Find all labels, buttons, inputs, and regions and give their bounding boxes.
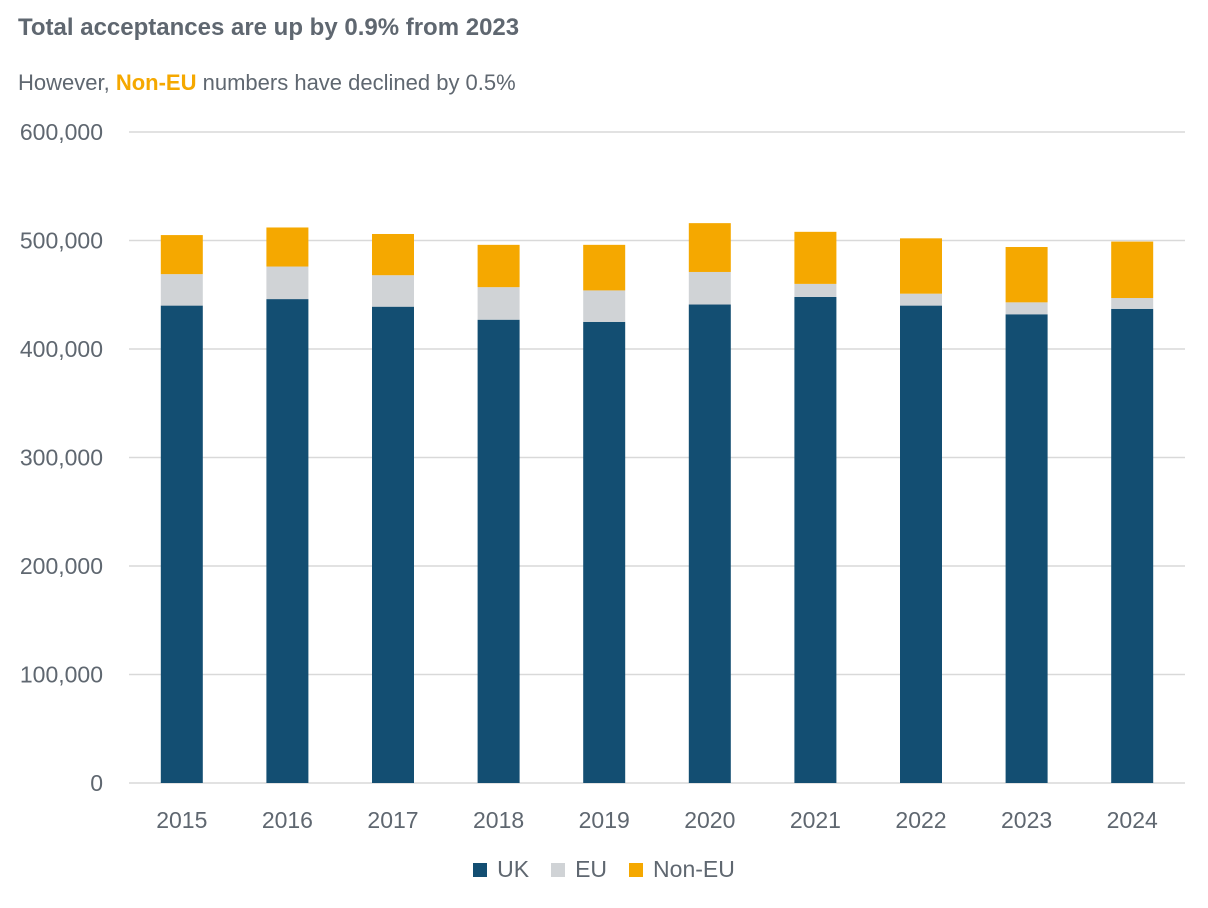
- legend-label: EU: [575, 856, 608, 882]
- x-tick-label: 2023: [1001, 807, 1052, 833]
- bar-non-eu-2016: [266, 227, 309, 267]
- legend-swatch: [473, 862, 488, 877]
- bar-uk-2015: [160, 305, 203, 783]
- legend-label: Non-EU: [653, 856, 735, 882]
- legend-item-uk: UK: [473, 856, 529, 883]
- x-tick-label: 2024: [1107, 807, 1158, 833]
- bar-non-eu-2017: [372, 233, 414, 276]
- bar-eu-2021: [794, 283, 837, 297]
- bar-eu-2023: [1005, 302, 1048, 315]
- bar-non-eu-2019: [583, 244, 626, 291]
- bar-eu-2022: [900, 293, 942, 306]
- bar-uk-2021: [794, 296, 837, 783]
- y-tick-label: 0: [90, 770, 103, 796]
- bar-eu-2020: [688, 271, 731, 305]
- subtitle-suffix: numbers have declined by 0.5%: [202, 70, 516, 95]
- legend-item-eu: EU: [551, 856, 607, 883]
- legend-label: UK: [497, 856, 530, 882]
- bar-eu-2018: [477, 287, 520, 320]
- bar-uk-2018: [477, 319, 520, 783]
- y-tick-label: 100,000: [20, 662, 103, 688]
- bar-non-eu-2018: [477, 244, 520, 288]
- bar-non-eu-2022: [900, 238, 942, 294]
- x-tick-label: 2018: [473, 807, 524, 833]
- bar-non-eu-2020: [688, 223, 731, 272]
- y-tick-label: 300,000: [20, 445, 103, 471]
- bar-non-eu-2024: [1111, 241, 1154, 299]
- x-tick-label: 2020: [684, 807, 735, 833]
- bar-non-eu-2021: [794, 231, 837, 284]
- chart-subtitle: However, Non-EU numbers have declined by…: [18, 70, 516, 96]
- x-tick-label: 2021: [790, 807, 841, 833]
- y-tick-label: 400,000: [20, 336, 103, 362]
- bar-uk-2022: [900, 305, 942, 783]
- x-tick-label: 2016: [262, 807, 313, 833]
- subtitle-highlight: Non-EU: [115, 70, 197, 95]
- legend-swatch: [629, 862, 644, 877]
- x-tick-label: 2017: [367, 807, 418, 833]
- stacked-bar-chart: 0 100,000 200,000 300,000 400,000 500,000 600,…: [20, 119, 1185, 833]
- bar-uk-2023: [1005, 314, 1048, 783]
- bar-uk-2020: [688, 304, 731, 783]
- y-tick-label: 500,000: [20, 228, 103, 254]
- bar-non-eu-2015: [160, 235, 203, 275]
- chart-title: Total acceptances are up by 0.9% from 20…: [18, 14, 520, 41]
- chart-legend: UK EU Non-EU: [0, 856, 1208, 883]
- bar-uk-2017: [372, 306, 414, 783]
- x-tick-label: 2022: [895, 807, 946, 833]
- bar-eu-2019: [583, 290, 626, 322]
- bar-non-eu-2023: [1005, 247, 1048, 303]
- bar-eu-2017: [372, 275, 414, 307]
- legend-item-non-eu: Non-EU: [629, 856, 735, 883]
- y-tick-label: 600,000: [20, 119, 103, 145]
- y-tick-label: 200,000: [20, 553, 103, 579]
- x-tick-label: 2015: [156, 807, 207, 833]
- bar-uk-2016: [266, 299, 309, 783]
- x-tick-label: 2019: [579, 807, 630, 833]
- bar-eu-2015: [160, 274, 203, 306]
- subtitle-prefix: However,: [18, 70, 110, 95]
- bar-eu-2016: [266, 266, 309, 300]
- bar-uk-2024: [1111, 308, 1154, 783]
- bar-eu-2024: [1111, 298, 1154, 309]
- bar-uk-2019: [583, 321, 626, 783]
- legend-swatch: [551, 862, 566, 877]
